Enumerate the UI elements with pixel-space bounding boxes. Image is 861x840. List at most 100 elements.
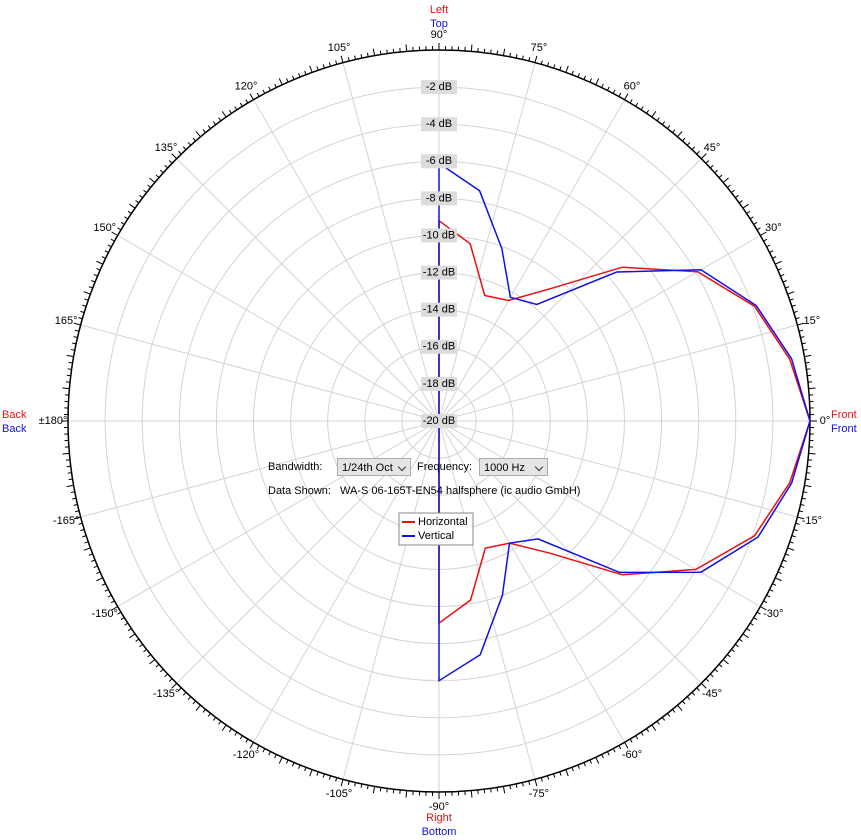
minor-tick bbox=[286, 78, 289, 83]
minor-tick bbox=[756, 611, 761, 615]
minor-tick bbox=[72, 497, 77, 500]
minor-tick bbox=[304, 767, 307, 772]
minor-tick bbox=[159, 169, 164, 174]
minor-tick bbox=[386, 49, 388, 54]
minor-tick bbox=[73, 336, 78, 339]
minor-tick bbox=[245, 738, 249, 743]
r-tick-label: -6 dB bbox=[426, 155, 452, 167]
minor-tick bbox=[405, 44, 408, 52]
minor-tick bbox=[178, 687, 182, 692]
minor-tick bbox=[785, 286, 790, 289]
minor-tick bbox=[171, 153, 178, 160]
minor-tick bbox=[101, 256, 106, 259]
minor-tick bbox=[656, 720, 660, 725]
minor-tick bbox=[722, 659, 729, 665]
minor-tick bbox=[772, 256, 777, 259]
minor-tick bbox=[515, 54, 518, 59]
minor-tick bbox=[202, 129, 206, 133]
minor-tick bbox=[84, 298, 89, 301]
r-tick-label-bg bbox=[421, 80, 457, 95]
minor-tick bbox=[187, 696, 192, 701]
r-tick-label-bg bbox=[421, 302, 457, 317]
minor-tick bbox=[646, 109, 650, 114]
r-tick-label: -20 dB bbox=[423, 415, 455, 427]
bandwidth-label: Bandwidth: bbox=[268, 461, 323, 473]
minor-tick bbox=[540, 777, 543, 782]
minor-tick bbox=[769, 250, 774, 254]
angle-tick-label: -15° bbox=[802, 515, 822, 527]
minor-tick bbox=[496, 787, 499, 792]
angle-tick-label: 75° bbox=[531, 42, 548, 54]
angle-tick-label: -135° bbox=[153, 688, 179, 700]
minor-tick bbox=[746, 210, 751, 214]
minor-tick bbox=[714, 169, 719, 174]
minor-tick bbox=[672, 129, 676, 133]
minor-tick bbox=[686, 696, 691, 701]
r-tick-label: -14 dB bbox=[423, 304, 455, 316]
minor-tick bbox=[124, 216, 129, 220]
minor-tick bbox=[274, 754, 277, 759]
minor-tick bbox=[756, 227, 761, 231]
data-shown-label: Data Shown: bbox=[268, 485, 331, 497]
frequency-select[interactable]: 1000 Hz bbox=[479, 458, 548, 476]
minor-tick bbox=[528, 57, 531, 62]
direction-label: Left bbox=[430, 4, 448, 16]
minor-tick bbox=[218, 117, 222, 122]
minor-tick bbox=[135, 200, 140, 204]
minor-tick bbox=[709, 164, 714, 169]
minor-tick bbox=[806, 368, 811, 370]
minor-tick bbox=[565, 65, 569, 73]
data-shown: WA-S 06-165T-EN54 halfsphere (ic audio G… bbox=[340, 485, 581, 497]
direction-label: Top bbox=[430, 18, 448, 30]
minor-tick bbox=[727, 184, 731, 188]
r-tick-label: -8 dB bbox=[426, 192, 452, 204]
minor-tick bbox=[806, 472, 811, 474]
minor-tick bbox=[73, 516, 81, 520]
minor-tick bbox=[521, 782, 524, 787]
minor-tick bbox=[470, 790, 473, 798]
minor-tick bbox=[70, 491, 75, 494]
minor-tick bbox=[101, 583, 106, 586]
minor-tick bbox=[718, 174, 723, 178]
minor-tick bbox=[808, 387, 816, 390]
minor-tick bbox=[804, 354, 812, 358]
minor-tick bbox=[234, 731, 238, 736]
minor-tick bbox=[96, 260, 103, 265]
r-tick-label: -10 dB bbox=[423, 229, 455, 241]
minor-tick bbox=[66, 484, 74, 488]
minor-tick bbox=[386, 788, 388, 793]
minor-tick bbox=[68, 361, 73, 364]
minor-tick bbox=[589, 759, 592, 764]
minor-tick bbox=[139, 194, 144, 199]
minor-tick bbox=[789, 541, 794, 544]
minor-tick bbox=[207, 125, 211, 129]
minor-tick bbox=[565, 769, 569, 777]
minor-tick bbox=[70, 348, 75, 351]
minor-tick bbox=[234, 106, 238, 111]
minor-tick bbox=[804, 484, 812, 488]
minor-tick bbox=[691, 691, 696, 696]
minor-tick bbox=[618, 745, 622, 750]
minor-tick bbox=[738, 200, 743, 204]
minor-tick bbox=[155, 174, 160, 178]
minor-tick bbox=[96, 571, 101, 574]
minor-tick bbox=[661, 716, 666, 721]
minor-tick bbox=[309, 65, 313, 73]
minor-tick bbox=[111, 231, 118, 236]
minor-tick bbox=[347, 57, 350, 62]
minor-tick bbox=[595, 78, 600, 85]
bandwidth-select[interactable]: 1/24th Oct bbox=[337, 458, 411, 476]
r-tick-label: -4 dB bbox=[426, 118, 452, 130]
minor-tick bbox=[298, 73, 301, 78]
minor-tick bbox=[795, 317, 800, 320]
minor-tick bbox=[808, 452, 816, 455]
minor-tick bbox=[340, 779, 344, 787]
minor-tick bbox=[785, 553, 790, 556]
minor-tick bbox=[629, 99, 633, 104]
minor-tick bbox=[212, 121, 217, 126]
minor-tick bbox=[742, 203, 749, 209]
minor-tick bbox=[509, 52, 512, 57]
minor-tick bbox=[789, 298, 794, 301]
minor-tick bbox=[705, 678, 710, 682]
